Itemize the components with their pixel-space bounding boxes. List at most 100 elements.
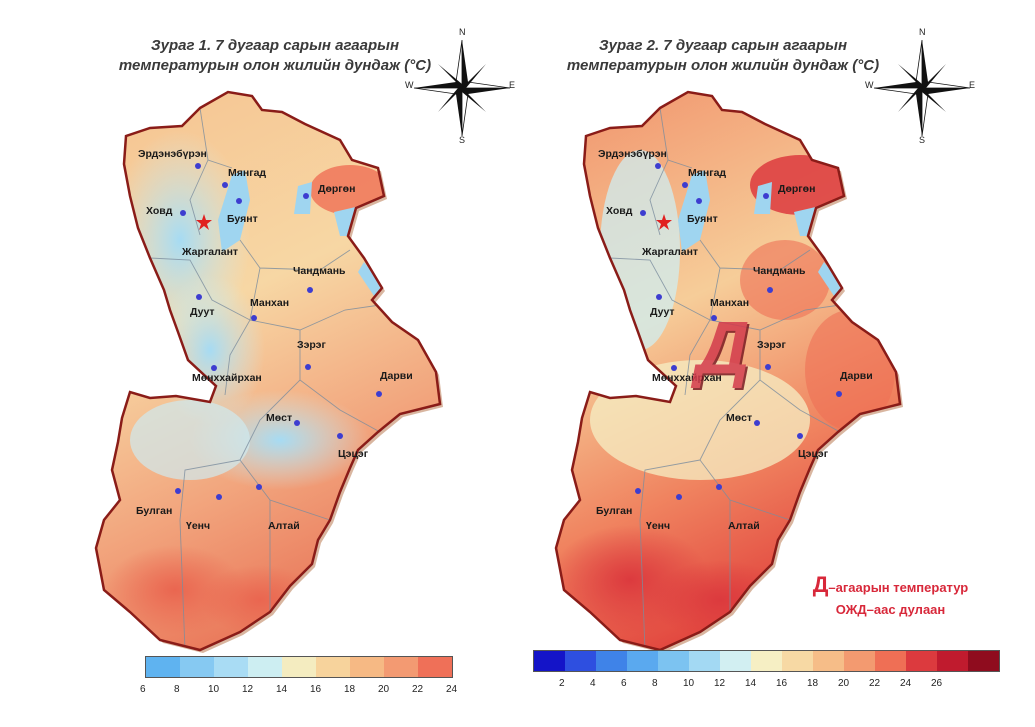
colorbar-swatch [751, 651, 782, 671]
settlement-dot [236, 198, 242, 204]
settlement-dot [765, 364, 771, 370]
colorbar-swatch [282, 657, 316, 677]
colorbar-tick-label: 12 [242, 684, 254, 695]
map2-title-line1: Зураг 2. 7 дугаар сарын агаарын [598, 37, 848, 54]
place-label: Эрдэнэбүрэн [138, 148, 207, 160]
settlement-dot [763, 193, 769, 199]
place-label: Буянт [227, 213, 258, 225]
place-label: Мөнххайрхан [652, 372, 722, 384]
place-label: Дарви [840, 370, 873, 382]
note-letter: Д [812, 572, 829, 597]
legend-note: Д–агаарын температур ОЖД–аас дулаан [793, 574, 988, 621]
colorbar-swatch [937, 651, 968, 671]
colorbar-swatch [844, 651, 875, 671]
place-label: Дарви [380, 370, 413, 382]
colorbar-tick-label: 24 [900, 678, 912, 689]
place-label: Чандмань [293, 265, 346, 277]
colorbar-swatch [596, 651, 627, 671]
settlement-dot [635, 488, 641, 494]
map1-title: Зураг 1. 7 дугаар сарын агаарын температ… [100, 36, 450, 76]
colorbar-swatch [248, 657, 282, 677]
colorbar-swatch [875, 651, 906, 671]
compass-w: W [865, 80, 874, 90]
compass-n: N [919, 27, 926, 37]
colorbar-tick-label: 10 [683, 678, 695, 689]
colorbar-tick-label: 18 [344, 684, 356, 695]
settlement-dot [256, 484, 262, 490]
place-label: Мянгад [688, 167, 727, 179]
colorbar-tick-label: 16 [310, 684, 322, 695]
map1-title-line1: Зураг 1. 7 дугаар сарын агаарын [150, 37, 400, 54]
colorbar-swatch [350, 657, 384, 677]
settlement-dot [305, 364, 311, 370]
compass-n: N [459, 27, 466, 37]
place-label: Алтай [728, 520, 760, 532]
colorbar-tick-label: 14 [745, 678, 757, 689]
settlement-dot [294, 420, 300, 426]
settlement-dot [376, 391, 382, 397]
settlement-dot [836, 391, 842, 397]
place-label: Жаргалант [642, 246, 699, 258]
place-label: Мөст [266, 412, 293, 424]
colorbar-tick-label: 6 [621, 678, 627, 689]
colorbar-swatch [658, 651, 689, 671]
colorbar-swatch [534, 651, 565, 671]
colorbar-tick-label: 6 [140, 684, 146, 695]
map2-title: Зураг 2. 7 дугаар сарын агаарын температ… [548, 36, 898, 76]
settlement-dot [656, 294, 662, 300]
settlement-dot [195, 163, 201, 169]
colorbar-tick-label: 16 [776, 678, 788, 689]
settlement-dot [307, 287, 313, 293]
colorbar-swatch [720, 651, 751, 671]
place-label: Зэрэг [297, 339, 326, 351]
note-line1: –агаарын температур [828, 580, 969, 595]
settlement-dot [303, 193, 309, 199]
place-label: Мөнххайрхан [192, 372, 262, 384]
colorbar-swatch [627, 651, 658, 671]
settlement-dot [216, 494, 222, 500]
colorbar-tick-label: 2 [559, 678, 565, 689]
compass-s: S [459, 135, 466, 145]
compass-e: E [969, 80, 976, 90]
map2-title-line2: температурын олон жилийн дундаж (°C) [566, 57, 880, 74]
compass-rose-icon [413, 39, 511, 137]
settlement-dot [640, 210, 646, 216]
colorbar-tick-label: 20 [838, 678, 850, 689]
colorbar-tick-label: 8 [652, 678, 658, 689]
colorbar-swatch [813, 651, 844, 671]
place-label: Буянт [687, 213, 718, 225]
place-label: Цэцэг [798, 448, 829, 460]
settlement-dot [716, 484, 722, 490]
settlement-dot [175, 488, 181, 494]
settlement-dot [655, 163, 661, 169]
compass-w: W [405, 80, 414, 90]
place-label: Чандмань [753, 265, 806, 277]
note-line2: ОЖД–аас дулаан [835, 602, 946, 617]
place-label: Ховд [146, 205, 173, 217]
place-label: Цэцэг [338, 448, 369, 460]
settlement-dot [696, 198, 702, 204]
colorbar-swatch [689, 651, 720, 671]
colorbar-tick-label: 20 [378, 684, 390, 695]
place-label: Зэрэг [757, 339, 786, 351]
colorbar-tick-label: 12 [714, 678, 726, 689]
settlement-dot [211, 365, 217, 371]
colorbar-swatch [146, 657, 180, 677]
place-label: Манхан [710, 297, 750, 309]
compass-rose-icon [873, 39, 971, 137]
colorbar-tick-label: 18 [807, 678, 819, 689]
colorbar-tick-label: 10 [208, 684, 220, 695]
place-label: Үенч [646, 520, 671, 532]
colorbar-tick-label: 8 [174, 684, 180, 695]
colorbar-swatch [180, 657, 214, 677]
place-label: Булган [136, 505, 173, 517]
warm-anomaly-marker: Д [696, 306, 750, 389]
colorbar-swatch [565, 651, 596, 671]
settlement-dot [671, 365, 677, 371]
colorbar-swatch [418, 657, 452, 677]
colorbar-tick-label: 14 [276, 684, 288, 695]
settlement-dot [222, 182, 228, 188]
map1-title-line2: температурын олон жилийн дундаж (°C) [118, 57, 432, 74]
colorbar-tick-label: 24 [446, 684, 458, 695]
